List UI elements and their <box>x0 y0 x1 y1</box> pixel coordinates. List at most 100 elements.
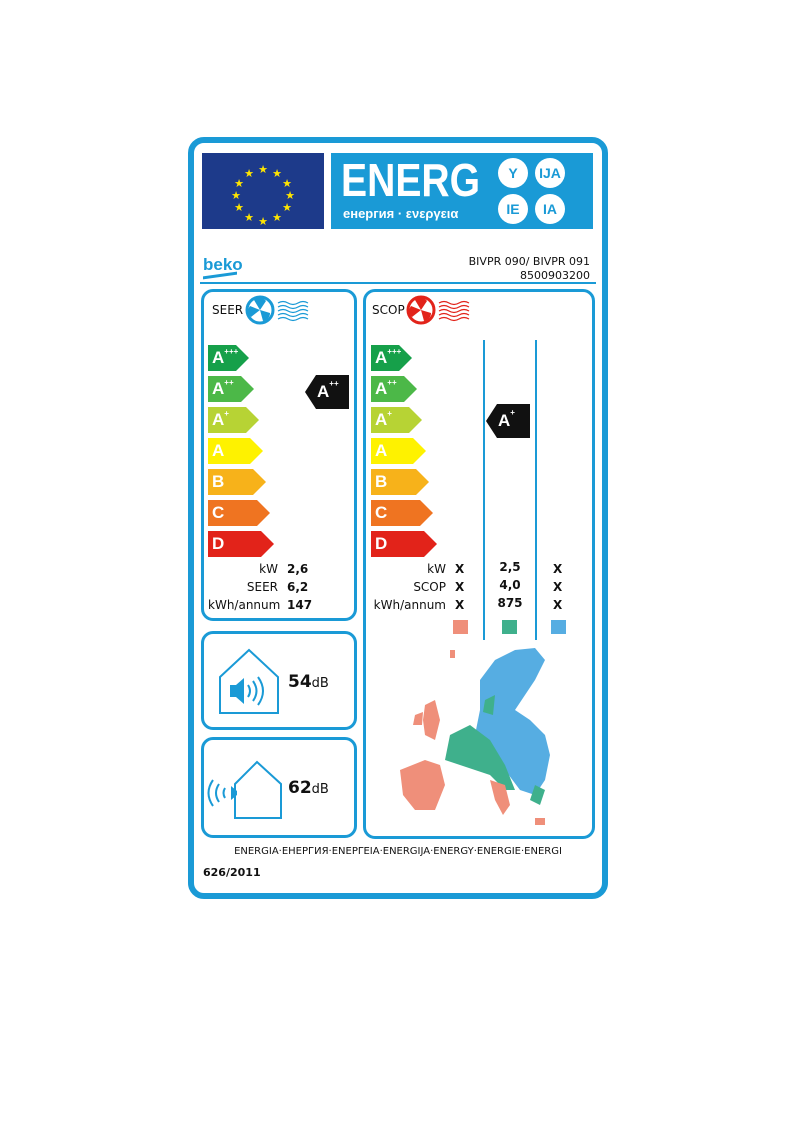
suffix-ija: IJA <box>535 158 565 188</box>
cooling-class-arrow: A++ <box>305 375 349 409</box>
bar-label: A <box>375 441 388 460</box>
bar-label: C <box>212 503 225 522</box>
heating-class-arrow: A+ <box>486 404 530 438</box>
column-divider <box>483 340 485 640</box>
zone-average-swatch <box>502 620 517 634</box>
cooling-labels: kW SEER kWh/annum <box>208 560 281 614</box>
heating-class-sup: + <box>510 408 515 417</box>
bar-label: B <box>375 472 388 491</box>
bar-label: A <box>375 410 388 429</box>
model-code: 8500903200 <box>520 269 590 282</box>
seer-title: SEER <box>212 303 244 317</box>
colder-kwh: X <box>455 598 465 612</box>
svg-text:★: ★ <box>244 211 254 224</box>
svg-text:★: ★ <box>258 163 268 176</box>
bar-sup: + <box>387 409 392 418</box>
cooling-panel <box>201 289 357 621</box>
bar-label: D <box>212 534 225 553</box>
outdoor-speaker-house-icon <box>207 760 282 819</box>
outdoor-db-number: 62 <box>288 778 312 798</box>
suffix-y: Y <box>498 158 528 188</box>
indoor-db-number: 54 <box>288 672 312 692</box>
cooling-values: 2,6 6,2 147 <box>287 560 312 614</box>
heating-panel <box>363 289 595 839</box>
outdoor-noise-panel <box>201 737 357 838</box>
warmer-scop: X <box>553 580 563 594</box>
heating-kwh-label: kWh/annum <box>373 598 446 612</box>
energy-class-bar: D <box>208 531 274 557</box>
heating-class: A <box>498 411 511 430</box>
cooling-fan-icon <box>245 295 309 325</box>
bar-sup: ++ <box>387 378 397 387</box>
warmer-kw: X <box>553 562 563 576</box>
heating-average-values: 2,5 4,0 875 <box>490 558 530 612</box>
svg-text:★: ★ <box>282 177 292 190</box>
cooling-class: A <box>317 382 330 401</box>
bar-label: A <box>212 410 225 429</box>
svg-text:★: ★ <box>231 189 241 202</box>
svg-text:★: ★ <box>285 189 295 202</box>
europe-climate-map <box>400 648 550 825</box>
footer-languages: ENERGIA·ЕНЕРГИЯ·ΕΝΕΡΓΕΙΑ·ENERGIJA·ENERGY… <box>234 846 562 857</box>
svg-text:★: ★ <box>234 177 244 190</box>
zone-warmer-swatch <box>551 620 566 634</box>
bar-sup: +++ <box>224 347 239 356</box>
bar-label: A <box>212 441 225 460</box>
average-scop: 4,0 <box>499 578 521 592</box>
indoor-noise-value: 54dB <box>288 672 329 692</box>
heating-labels: kW SCOP kWh/annum <box>368 560 446 614</box>
indoor-noise-panel <box>201 631 357 730</box>
suffix-ie: IE <box>498 194 528 224</box>
colder-kw: X <box>455 562 465 576</box>
model-name: BIVPR 090/ BIVPR 091 <box>468 255 590 268</box>
colder-scop: X <box>455 580 465 594</box>
energ-title: ENERG <box>341 154 481 206</box>
cooling-kwh-value: 147 <box>287 598 313 612</box>
heating-scop-label: SCOP <box>413 580 446 594</box>
map-zone-blue <box>475 648 550 795</box>
energy-title-box: ENERG енергия · ενεργεια Y IJA IE IA <box>331 153 593 229</box>
label-frame <box>188 137 608 899</box>
bar-label: D <box>375 534 388 553</box>
bar-sup: + <box>224 409 229 418</box>
bar-label: A <box>212 348 225 367</box>
cooling-kw-value: 2,6 <box>287 562 309 576</box>
heating-kw-label: kW <box>427 562 446 576</box>
energy-class-bar: A <box>208 438 263 464</box>
indoor-speaker-house-icon <box>219 648 279 714</box>
cooling-kwh-label: kWh/annum <box>208 598 281 612</box>
energy-class-bar: C <box>208 500 270 526</box>
outdoor-db-unit: dB <box>311 782 329 797</box>
eu-stars-icon: ★ ★★★★★★★★★★★ <box>231 163 295 228</box>
regulation-number: 626/2011 <box>203 866 261 879</box>
zone-colder-swatch <box>453 620 468 634</box>
suffix-ia: IA <box>535 194 565 224</box>
cooling-kw-label: kW <box>259 562 278 576</box>
energ-subtitle: енергия · ενεργεια <box>343 206 459 221</box>
bar-label: A <box>212 379 225 398</box>
bar-label: C <box>375 503 388 522</box>
divider <box>200 282 596 284</box>
svg-text:★: ★ <box>272 211 282 224</box>
eu-flag: ★ ★ ★ ★ ★ ★ ★ ★ ★ ★ ★ ★ <box>202 153 324 229</box>
warmer-kwh: X <box>553 598 563 612</box>
svg-text:★: ★ <box>282 201 292 214</box>
bar-label: A <box>375 348 388 367</box>
map-zone-red <box>400 650 545 825</box>
energy-class-bar: A <box>371 438 426 464</box>
energy-class-bar: A+ <box>208 407 259 433</box>
heating-fan-icon <box>406 295 470 325</box>
energy-class-bar: B <box>208 469 266 495</box>
brand-logo: beko <box>203 255 243 274</box>
scop-title: SCOP <box>372 303 405 317</box>
svg-text:★: ★ <box>234 201 244 214</box>
model-info: BIVPR 090/ BIVPR 091 8500903200 <box>469 255 590 283</box>
bar-sup: ++ <box>224 378 234 387</box>
indoor-db-unit: dB <box>311 676 329 691</box>
energy-class-bar: D <box>371 531 437 557</box>
svg-text:★: ★ <box>272 167 282 180</box>
average-kw: 2,5 <box>499 560 521 574</box>
cooling-class-sup: ++ <box>329 379 339 388</box>
